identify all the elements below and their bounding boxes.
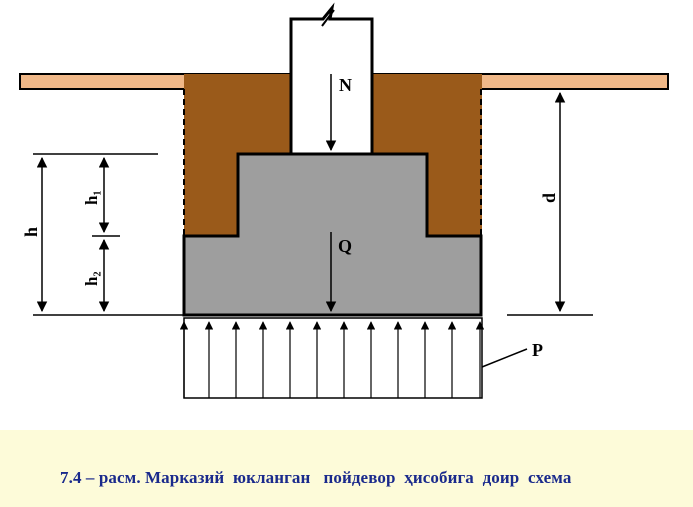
n-label: N <box>339 75 352 95</box>
h1-label: h₁ <box>82 190 101 205</box>
p-leader-line <box>481 348 528 368</box>
stepped-foundation <box>182 152 483 317</box>
pressure-arrows <box>179 321 485 398</box>
pressure-diagram <box>183 317 483 399</box>
q-label: Q <box>338 236 352 256</box>
h2-label: h₂ <box>82 271 101 286</box>
d-label: d <box>539 193 559 203</box>
foundation-diagram: N Q P h h₁ h₂ d <box>19 2 669 399</box>
p-label: P <box>532 340 543 360</box>
caption-band: 7.4 – расм. Марказий юкланган пойдевор ҳ… <box>0 430 693 507</box>
figure-caption: 7.4 – расм. Марказий юкланган пойдевор ҳ… <box>60 468 572 487</box>
column-break-mark <box>321 9 335 27</box>
h-label: h <box>21 227 41 237</box>
